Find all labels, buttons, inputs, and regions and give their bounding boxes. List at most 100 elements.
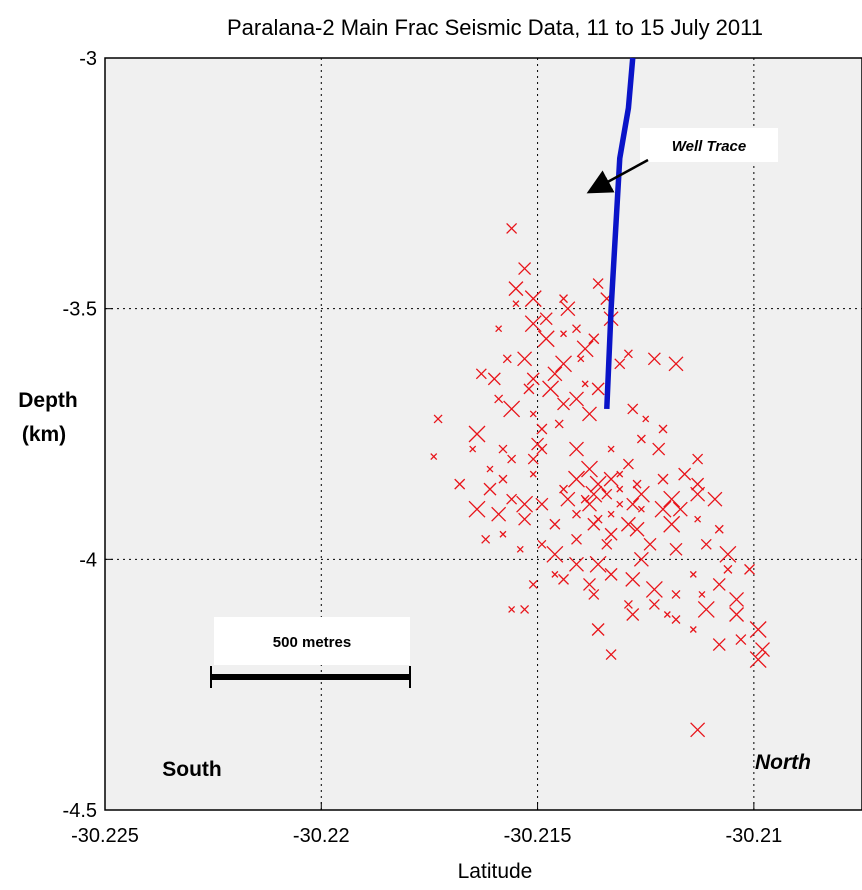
- well-trace-callout-box: [640, 128, 778, 162]
- event-marker: [537, 330, 555, 348]
- event-marker: [729, 607, 745, 622]
- event-marker: [620, 516, 636, 532]
- y-axis-ticks: -4.5 -4 -3.5 -3: [63, 48, 113, 822]
- event-marker: [506, 493, 518, 505]
- event-marker: [569, 391, 584, 407]
- event-marker: [557, 397, 570, 411]
- event-marker: [749, 651, 767, 669]
- event-marker: [554, 419, 564, 429]
- event-marker: [508, 606, 516, 613]
- y-tick-label: -3.5: [63, 299, 97, 321]
- event-marker: [633, 551, 649, 567]
- event-marker: [516, 545, 524, 553]
- event-marker: [623, 349, 633, 359]
- event-marker: [524, 290, 542, 308]
- event-marker: [494, 394, 504, 404]
- seismic-events: [430, 222, 770, 738]
- event-marker: [536, 423, 548, 435]
- event-marker: [647, 352, 661, 366]
- event-marker: [601, 488, 613, 500]
- event-marker: [506, 222, 518, 234]
- event-marker: [607, 445, 615, 453]
- event-marker: [588, 588, 600, 600]
- event-marker: [712, 577, 726, 591]
- event-marker: [591, 382, 605, 396]
- event-marker: [558, 573, 569, 585]
- event-marker: [529, 470, 537, 478]
- event-marker: [591, 623, 605, 636]
- event-marker: [508, 281, 524, 297]
- event-marker: [581, 380, 589, 388]
- well-trace-arrow: [586, 158, 649, 194]
- event-marker: [694, 515, 702, 523]
- scale-bar-label: 500 metres: [273, 634, 351, 651]
- event-marker: [560, 330, 567, 338]
- event-marker: [697, 601, 715, 618]
- event-marker: [486, 465, 494, 473]
- x-tick-label: -30.22: [293, 825, 350, 847]
- event-marker: [549, 518, 561, 530]
- event-marker: [755, 642, 770, 658]
- y-tick-label: -4: [79, 549, 97, 571]
- event-marker: [652, 442, 666, 456]
- event-marker: [616, 485, 624, 493]
- x-tick-label: -30.225: [71, 825, 139, 847]
- event-marker: [669, 542, 683, 556]
- event-marker: [749, 621, 767, 638]
- event-marker: [744, 563, 755, 575]
- event-marker: [577, 355, 585, 363]
- event-marker: [672, 501, 688, 517]
- event-marker: [468, 500, 486, 518]
- event-marker: [604, 567, 618, 581]
- event-marker: [592, 278, 604, 290]
- event-marker: [571, 533, 582, 545]
- x-tick-label: -30.21: [725, 825, 782, 847]
- event-marker: [671, 615, 681, 624]
- event-marker: [627, 403, 639, 415]
- event-marker: [723, 564, 733, 574]
- event-marker: [576, 340, 594, 358]
- event-marker: [580, 494, 590, 504]
- event-marker: [589, 555, 607, 573]
- event-marker: [623, 599, 633, 609]
- event-marker: [583, 577, 596, 591]
- event-marker: [616, 500, 624, 508]
- event-marker: [536, 443, 548, 455]
- event-marker: [529, 410, 537, 418]
- event-marker: [637, 505, 645, 513]
- x-axis-ticks: -30.225 -30.22 -30.215 -30.21: [71, 802, 782, 847]
- x-tick-label: -30.215: [504, 825, 572, 847]
- event-marker: [491, 506, 507, 522]
- event-marker: [582, 406, 597, 422]
- event-marker: [607, 510, 615, 518]
- y-tick-label: -4.5: [63, 800, 97, 822]
- chart-title: Paralana-2 Main Frac Seismic Data, 11 to…: [227, 15, 763, 40]
- event-marker: [605, 649, 617, 661]
- event-marker: [560, 491, 576, 507]
- event-marker: [719, 545, 737, 563]
- event-marker: [569, 441, 584, 457]
- event-marker: [663, 515, 681, 533]
- event-marker: [551, 570, 559, 578]
- event-marker: [454, 478, 466, 490]
- event-marker: [433, 414, 443, 424]
- event-marker: [430, 453, 438, 461]
- event-marker: [654, 500, 672, 518]
- event-marker: [671, 589, 681, 599]
- event-marker: [648, 598, 660, 610]
- plot-area: [104, 57, 862, 811]
- event-marker: [523, 383, 535, 395]
- event-marker: [588, 333, 600, 345]
- event-marker: [729, 591, 745, 607]
- event-marker: [622, 458, 634, 470]
- event-marker: [698, 590, 706, 598]
- event-marker: [468, 425, 486, 443]
- event-marker: [537, 539, 547, 549]
- x-axis-label: Latitude: [458, 860, 533, 883]
- event-marker: [469, 445, 477, 453]
- event-marker: [663, 611, 671, 618]
- grid-lines: [105, 58, 862, 810]
- event-marker: [481, 534, 491, 544]
- event-marker: [487, 372, 501, 386]
- event-marker: [658, 424, 668, 434]
